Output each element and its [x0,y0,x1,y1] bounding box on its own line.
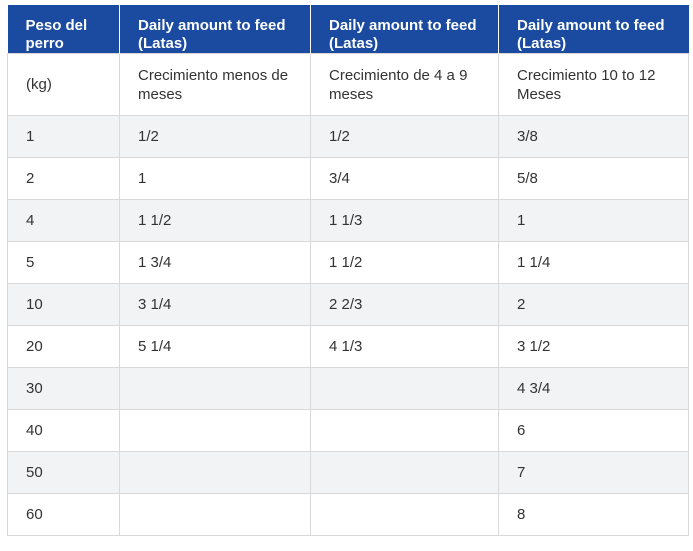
amount-cell: 1 1/2 [119,199,311,242]
amount-cell: 1 1/2 [310,241,499,284]
subheader-growth-3: Crecimiento 10 to 12 Meses [498,53,689,116]
subheader-unit: (kg) [7,53,120,116]
amount-cell [310,451,499,494]
header-amount-3: Daily amount to feed (Latas) [498,5,689,54]
subheader-growth-2: Crecimiento de 4 a 9 meses [310,53,499,116]
amount-cell [119,409,311,452]
subheader-row: (kg) Crecimiento menos de meses Crecimie… [7,53,689,116]
amount-cell [310,367,499,410]
amount-cell: 2 [498,283,689,326]
weight-cell: 2 [7,157,120,200]
amount-cell: 3/8 [498,115,689,158]
table-row: 2 1 3/4 5/8 [7,157,689,200]
amount-cell: 1 [498,199,689,242]
amount-cell [310,493,499,536]
weight-cell: 4 [7,199,120,242]
table-row: 10 3 1/4 2 2/3 2 [7,283,689,326]
amount-cell: 7 [498,451,689,494]
weight-cell: 5 [7,241,120,284]
amount-cell: 6 [498,409,689,452]
amount-cell: 2 2/3 [310,283,499,326]
amount-cell [119,493,311,536]
table-row: 60 8 [7,493,689,536]
amount-cell: 5/8 [498,157,689,200]
subheader-growth-1: Crecimiento menos de meses [119,53,311,116]
header-amount-1: Daily amount to feed (Latas) [119,5,311,54]
table-row: 20 5 1/4 4 1/3 3 1/2 [7,325,689,368]
weight-cell: 20 [7,325,120,368]
amount-cell: 5 1/4 [119,325,311,368]
amount-cell: 1 1/3 [310,199,499,242]
feeding-table: Peso del perro Daily amount to feed (Lat… [7,5,689,536]
weight-cell: 40 [7,409,120,452]
header-amount-2: Daily amount to feed (Latas) [310,5,499,54]
header-row: Peso del perro Daily amount to feed (Lat… [7,5,689,54]
amount-cell: 3/4 [310,157,499,200]
amount-cell: 3 1/4 [119,283,311,326]
weight-cell: 50 [7,451,120,494]
amount-cell: 3 1/2 [498,325,689,368]
amount-cell: 1 1/4 [498,241,689,284]
amount-cell [119,451,311,494]
amount-cell: 4 3/4 [498,367,689,410]
amount-cell [119,367,311,410]
weight-cell: 30 [7,367,120,410]
amount-cell: 1 3/4 [119,241,311,284]
amount-cell: 1 [119,157,311,200]
weight-cell: 1 [7,115,120,158]
table-row: 30 4 3/4 [7,367,689,410]
table-row: 5 1 3/4 1 1/2 1 1/4 [7,241,689,284]
header-weight: Peso del perro [7,5,120,54]
amount-cell [310,409,499,452]
amount-cell: 8 [498,493,689,536]
table-row: 40 6 [7,409,689,452]
amount-cell: 1/2 [310,115,499,158]
weight-cell: 60 [7,493,120,536]
table-row: 1 1/2 1/2 3/8 [7,115,689,158]
table-row: 4 1 1/2 1 1/3 1 [7,199,689,242]
table-row: 50 7 [7,451,689,494]
amount-cell: 4 1/3 [310,325,499,368]
weight-cell: 10 [7,283,120,326]
amount-cell: 1/2 [119,115,311,158]
